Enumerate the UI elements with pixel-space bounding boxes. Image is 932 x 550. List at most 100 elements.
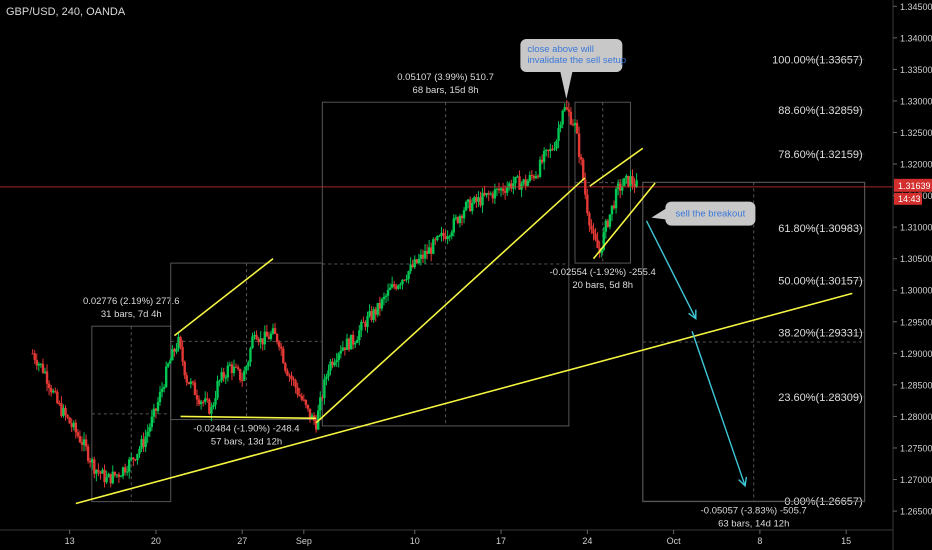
candle-up	[345, 338, 349, 351]
price-tick-label: 1.31000	[900, 223, 932, 233]
candle-down	[277, 342, 281, 347]
candle-up	[232, 366, 236, 374]
candle-down	[117, 474, 121, 477]
fib-level-label: 88.60%(1.32859)	[778, 105, 862, 117]
candle-down	[582, 159, 585, 180]
candle-down	[241, 380, 244, 382]
candle-down	[185, 375, 188, 383]
price-tick-label: 1.33000	[900, 96, 932, 106]
trendline[interactable]	[75, 292, 853, 505]
trendline[interactable]	[173, 258, 274, 337]
candle-up	[329, 361, 332, 371]
candle-down	[261, 338, 264, 345]
trendlines[interactable]	[75, 147, 853, 505]
trendline[interactable]	[180, 415, 317, 420]
candle-down	[567, 109, 571, 112]
candle-up	[405, 279, 408, 281]
candle-down	[267, 336, 271, 340]
candle-down	[590, 225, 593, 230]
candle-up	[401, 279, 404, 285]
candle-down	[579, 156, 583, 160]
candle-up	[62, 407, 65, 416]
candle-down	[88, 460, 92, 463]
candle-up	[325, 376, 328, 380]
price-axis[interactable]: 1.34500 1.34000 1.33500 1.33000 1.32500 1.320…	[892, 0, 932, 550]
candle-up	[538, 159, 542, 177]
candle-up	[95, 469, 98, 474]
candle-up	[413, 259, 416, 268]
candle-down	[99, 471, 102, 474]
candle-down	[300, 395, 303, 400]
candle-down	[395, 286, 398, 289]
candle-up	[602, 231, 605, 250]
price-tick-label: 1.27000	[900, 475, 932, 485]
candle-up	[495, 188, 499, 190]
fibonacci-retracement[interactable]: 100.00%(1.33657) 88.60%(1.32859) 78.60%(1.…	[642, 54, 866, 508]
candle-down	[530, 175, 534, 177]
candle-down	[347, 338, 351, 350]
last-price-tag	[894, 178, 932, 192]
candle-up	[360, 321, 363, 331]
candle-down	[503, 191, 507, 193]
projection-arrows[interactable]	[645, 220, 748, 488]
candle-up	[158, 391, 162, 402]
measure-bars-label: 68 bars, 15d 8h	[413, 85, 479, 96]
trendline[interactable]	[589, 147, 644, 187]
projection-line[interactable]	[691, 331, 746, 487]
candle-up	[473, 197, 476, 203]
candle-up	[111, 471, 114, 484]
candle-down	[565, 107, 568, 110]
candle-up	[269, 333, 273, 340]
time-tick-label: 17	[496, 536, 506, 546]
candle-down	[280, 346, 283, 349]
measure-bars-label: 63 bars, 14d 12h	[718, 519, 789, 530]
callout-box[interactable]	[520, 38, 623, 72]
candle-down	[49, 388, 53, 393]
candle-up	[528, 175, 532, 182]
candle-up	[493, 189, 497, 199]
candle-up	[259, 338, 262, 343]
candle-down	[460, 215, 464, 219]
measurement-boxes[interactable]: 0.02776 (2.19%) 277.6 31 bars, 7d 4h -0.02…	[83, 72, 866, 530]
candle-up	[353, 342, 357, 345]
candle-down	[41, 363, 45, 373]
candle-down	[195, 395, 199, 400]
candle-down	[540, 159, 544, 163]
candle-down	[103, 469, 106, 483]
candle-up	[366, 316, 369, 327]
trendline[interactable]	[592, 182, 656, 260]
candle-up	[128, 459, 131, 472]
candle-down	[238, 368, 242, 381]
candle-down	[113, 471, 117, 476]
candle-down	[497, 188, 501, 191]
candle-down	[631, 176, 634, 185]
projection-line[interactable]	[645, 220, 697, 319]
time-tick-label: 10	[410, 536, 420, 546]
candle-up	[220, 372, 223, 381]
countdown-label: 14:43	[898, 194, 921, 204]
candle-down	[84, 439, 88, 447]
price-tick-label: 1.32000	[900, 160, 932, 170]
candle-up	[563, 107, 566, 111]
candle-up	[397, 285, 400, 289]
candle-down	[74, 422, 78, 433]
candle-down	[592, 229, 595, 234]
candle-down	[370, 311, 373, 320]
price-tick-label: 1.29000	[900, 349, 932, 359]
time-axis[interactable]: 13 20 27 Sep 10 17 24 Oct 8 15	[0, 529, 893, 546]
candle-down	[47, 383, 51, 389]
candle-up	[545, 149, 548, 151]
candle-up	[72, 422, 75, 428]
candle-down	[292, 379, 295, 381]
candle-down	[86, 446, 90, 461]
trendline[interactable]	[315, 177, 586, 424]
callout-box[interactable]	[665, 201, 756, 226]
candle-down	[296, 387, 299, 395]
candle-down	[518, 176, 521, 190]
candle-down	[415, 259, 419, 264]
candle-down	[524, 179, 527, 186]
candle-up	[436, 236, 439, 241]
candle-up	[608, 214, 612, 227]
